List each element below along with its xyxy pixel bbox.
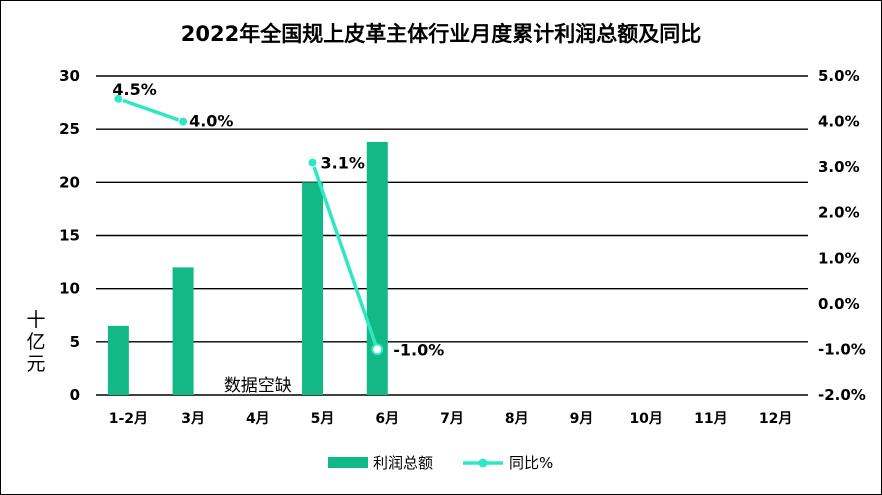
chart-title: 2022年全国规上皮革主体行业月度累计利润总额及同比 [180,22,702,46]
bar [107,325,129,395]
x-tick-label: 9月 [570,411,594,427]
series-line [117,97,184,124]
x-tick-label: 8月 [505,411,529,427]
y2-tick-label: -1.0% [818,340,866,358]
legend-swatch-bar [328,457,368,468]
data-label: 3.1% [321,154,365,173]
data-label: 4.0% [189,112,233,131]
x-tick-label: 3月 [181,411,205,427]
y-tick-label: 15 [59,227,80,245]
y-axis-label: 亿 [26,331,45,353]
y-tick-label: 20 [59,173,80,191]
bar [366,141,388,395]
y2-tick-label: -2.0% [818,386,866,404]
y-tick-label: 0 [70,386,80,404]
x-tick-label: 5月 [311,411,335,427]
annotation: 数据空缺 [224,376,292,396]
y2-tick-label: 4.0% [818,113,860,131]
y-axis-label: 元 [26,353,45,375]
line-point [307,157,318,168]
y2-tick-label: 3.0% [818,158,860,176]
x-tick-label: 6月 [375,411,399,427]
y2-tick-label: 0.0% [818,295,860,313]
x-tick-label: 12月 [759,411,792,427]
x-tick-label: 1-2月 [109,411,148,427]
legend-label: 利润总额 [373,454,433,472]
legend-swatch-marker [478,458,488,468]
data-label: -1.0% [393,340,444,359]
data-label: 4.5% [112,80,156,99]
line-point [178,116,189,127]
x-tick-label: 7月 [440,411,464,427]
x-tick-label: 10月 [629,411,662,427]
x-tick-label: 4月 [246,411,270,427]
y-tick-label: 5 [70,333,80,351]
x-tick-label: 11月 [694,411,727,427]
y2-tick-label: 2.0% [818,204,860,222]
y-tick-label: 30 [59,67,80,85]
bar [302,182,324,395]
bar [172,267,194,395]
y-tick-label: 25 [59,120,80,138]
y2-tick-label: 5.0% [818,67,860,85]
y2-tick-label: 1.0% [818,249,860,267]
series-line [310,162,379,351]
line-point [113,93,124,104]
y-axis-label: 十 [26,309,45,331]
legend-label: 同比% [509,454,553,472]
y-tick-label: 10 [59,280,80,298]
line-point [371,343,384,356]
